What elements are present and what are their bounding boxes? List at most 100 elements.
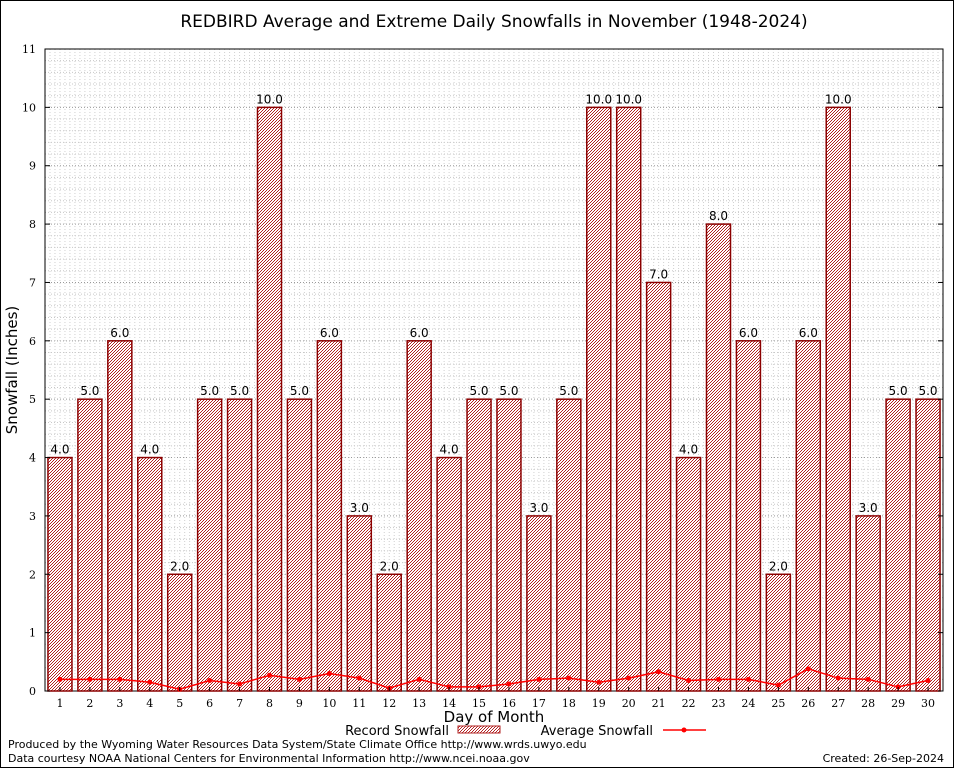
bar-label-day-11: 3.0 (350, 501, 369, 515)
bar-label-day-27: 10.0 (825, 92, 852, 106)
bar-label-day-17: 3.0 (529, 501, 548, 515)
footer-producer: Produced by the Wyoming Water Resources … (8, 738, 587, 751)
bar-label-day-21: 7.0 (649, 267, 668, 281)
average-point-day-11 (356, 675, 362, 681)
x-tick-label-day-7: 7 (236, 697, 243, 710)
record-bar-day-3 (107, 340, 133, 692)
x-tick-label-day-5: 5 (176, 697, 183, 710)
x-tick-label-day-13: 13 (412, 697, 426, 710)
record-bar-day-15 (466, 398, 492, 692)
average-point-day-7 (237, 681, 243, 687)
bar-label-day-20: 10.0 (615, 92, 642, 106)
y-tick-label: 7 (29, 276, 36, 289)
x-tick-label-day-11: 11 (352, 697, 366, 710)
average-point-day-17 (536, 676, 542, 682)
record-bar-day-28 (855, 515, 881, 692)
record-bar-day-5 (166, 573, 193, 692)
bar-value-labels: 4.0 5.0 6.0 4.0 2.0 5.0 5.0 10.0 5.0 6.0 3.0 2.0 6.0… (50, 92, 937, 573)
x-tick-label-day-28: 28 (861, 697, 875, 710)
average-point-day-10 (326, 670, 332, 676)
x-tick-label-day-27: 27 (831, 697, 845, 710)
bar-label-day-14: 4.0 (440, 443, 459, 457)
average-point-day-21 (656, 669, 662, 675)
bar-label-day-24: 6.0 (739, 326, 758, 340)
bar-label-day-7: 5.0 (230, 384, 249, 398)
average-point-day-13 (416, 676, 422, 682)
record-bar-day-4 (137, 456, 163, 692)
footer-courtesy: Data courtesy NOAA National Centers for … (8, 752, 530, 765)
x-tick-label-day-15: 15 (472, 697, 486, 710)
footer-created: Created: 26-Sep-2024 (823, 752, 944, 765)
bar-label-day-5: 2.0 (170, 559, 189, 573)
record-bar-day-2 (77, 398, 103, 692)
average-point-day-4 (147, 679, 153, 685)
y-tick-label: 8 (29, 218, 36, 231)
record-bar-day-16 (496, 398, 522, 692)
bar-label-day-29: 5.0 (889, 384, 908, 398)
bar-label-day-13: 6.0 (410, 326, 429, 340)
x-tick-label-day-6: 6 (206, 697, 213, 710)
x-tick-label-day-23: 23 (712, 697, 726, 710)
average-point-day-15 (476, 684, 482, 690)
record-bar-day-18 (556, 398, 582, 692)
x-axis-label: Day of Month (444, 708, 545, 726)
record-bar-day-21 (645, 281, 672, 692)
record-bar-day-6 (196, 398, 223, 692)
average-point-day-3 (117, 676, 123, 682)
x-tick-label-day-16: 16 (502, 697, 516, 710)
record-bar-day-9 (286, 398, 313, 692)
record-bar-day-23 (705, 223, 732, 692)
record-bar-day-29 (885, 398, 911, 692)
average-point-day-28 (865, 676, 871, 682)
average-point-day-23 (716, 676, 721, 682)
average-point-day-26 (805, 666, 811, 672)
x-tick-label-day-18: 18 (562, 697, 576, 710)
x-tick-label-day-26: 26 (801, 697, 815, 710)
record-bar-day-11 (346, 515, 373, 692)
bar-label-day-1: 4.0 (50, 443, 69, 457)
y-tick-label: 2 (29, 568, 36, 581)
bar-label-day-30: 5.0 (918, 384, 937, 398)
bar-label-day-2: 5.0 (80, 384, 99, 398)
bar-label-day-18: 5.0 (559, 384, 578, 398)
average-point-day-18 (566, 675, 572, 681)
y-tick-label: 9 (29, 160, 36, 173)
y-tick-label: 5 (29, 393, 36, 406)
x-tick-label-day-2: 2 (86, 697, 93, 710)
record-bar-day-12 (376, 573, 402, 692)
chart-title: REDBIRD Average and Extreme Daily Snowfa… (180, 12, 807, 32)
x-tick-label-day-1: 1 (56, 697, 63, 710)
bar-label-day-26: 6.0 (799, 326, 818, 340)
average-point-day-8 (267, 672, 272, 678)
bar-label-day-16: 5.0 (499, 384, 518, 398)
average-snowfall-line (57, 666, 931, 692)
x-tick-label-day-30: 30 (921, 697, 935, 710)
record-bar-day-7 (226, 398, 253, 692)
average-point-day-9 (296, 676, 302, 682)
y-axis-label: Snowfall (Inches) (3, 306, 21, 434)
record-bar-day-17 (526, 515, 552, 692)
average-point-day-29 (895, 684, 901, 690)
average-point-day-19 (596, 679, 602, 685)
average-point-day-27 (835, 675, 841, 681)
record-bar-day-26 (795, 340, 822, 692)
plot-area-border (44, 48, 944, 692)
y-tick-label: 11 (22, 43, 36, 56)
bar-label-day-28: 3.0 (859, 501, 878, 515)
average-point-day-24 (745, 676, 751, 682)
x-tick-label-day-12: 12 (382, 697, 396, 710)
x-tick-label-day-3: 3 (116, 697, 123, 710)
y-tick-label: 3 (29, 510, 36, 523)
record-bar-day-30 (915, 398, 941, 692)
x-tick-label-day-17: 17 (532, 697, 546, 710)
record-bar-day-20 (615, 106, 642, 692)
record-bar-day-13 (406, 340, 432, 692)
bar-label-day-4: 4.0 (140, 443, 159, 457)
record-bar-day-22 (675, 456, 702, 692)
average-point-day-2 (87, 676, 93, 682)
bar-label-day-6: 5.0 (200, 384, 219, 398)
x-tick-label-day-21: 21 (652, 697, 666, 710)
bar-label-day-22: 4.0 (679, 443, 698, 457)
x-tick-label-day-8: 8 (266, 697, 273, 710)
x-tick-label-day-14: 14 (442, 697, 456, 710)
